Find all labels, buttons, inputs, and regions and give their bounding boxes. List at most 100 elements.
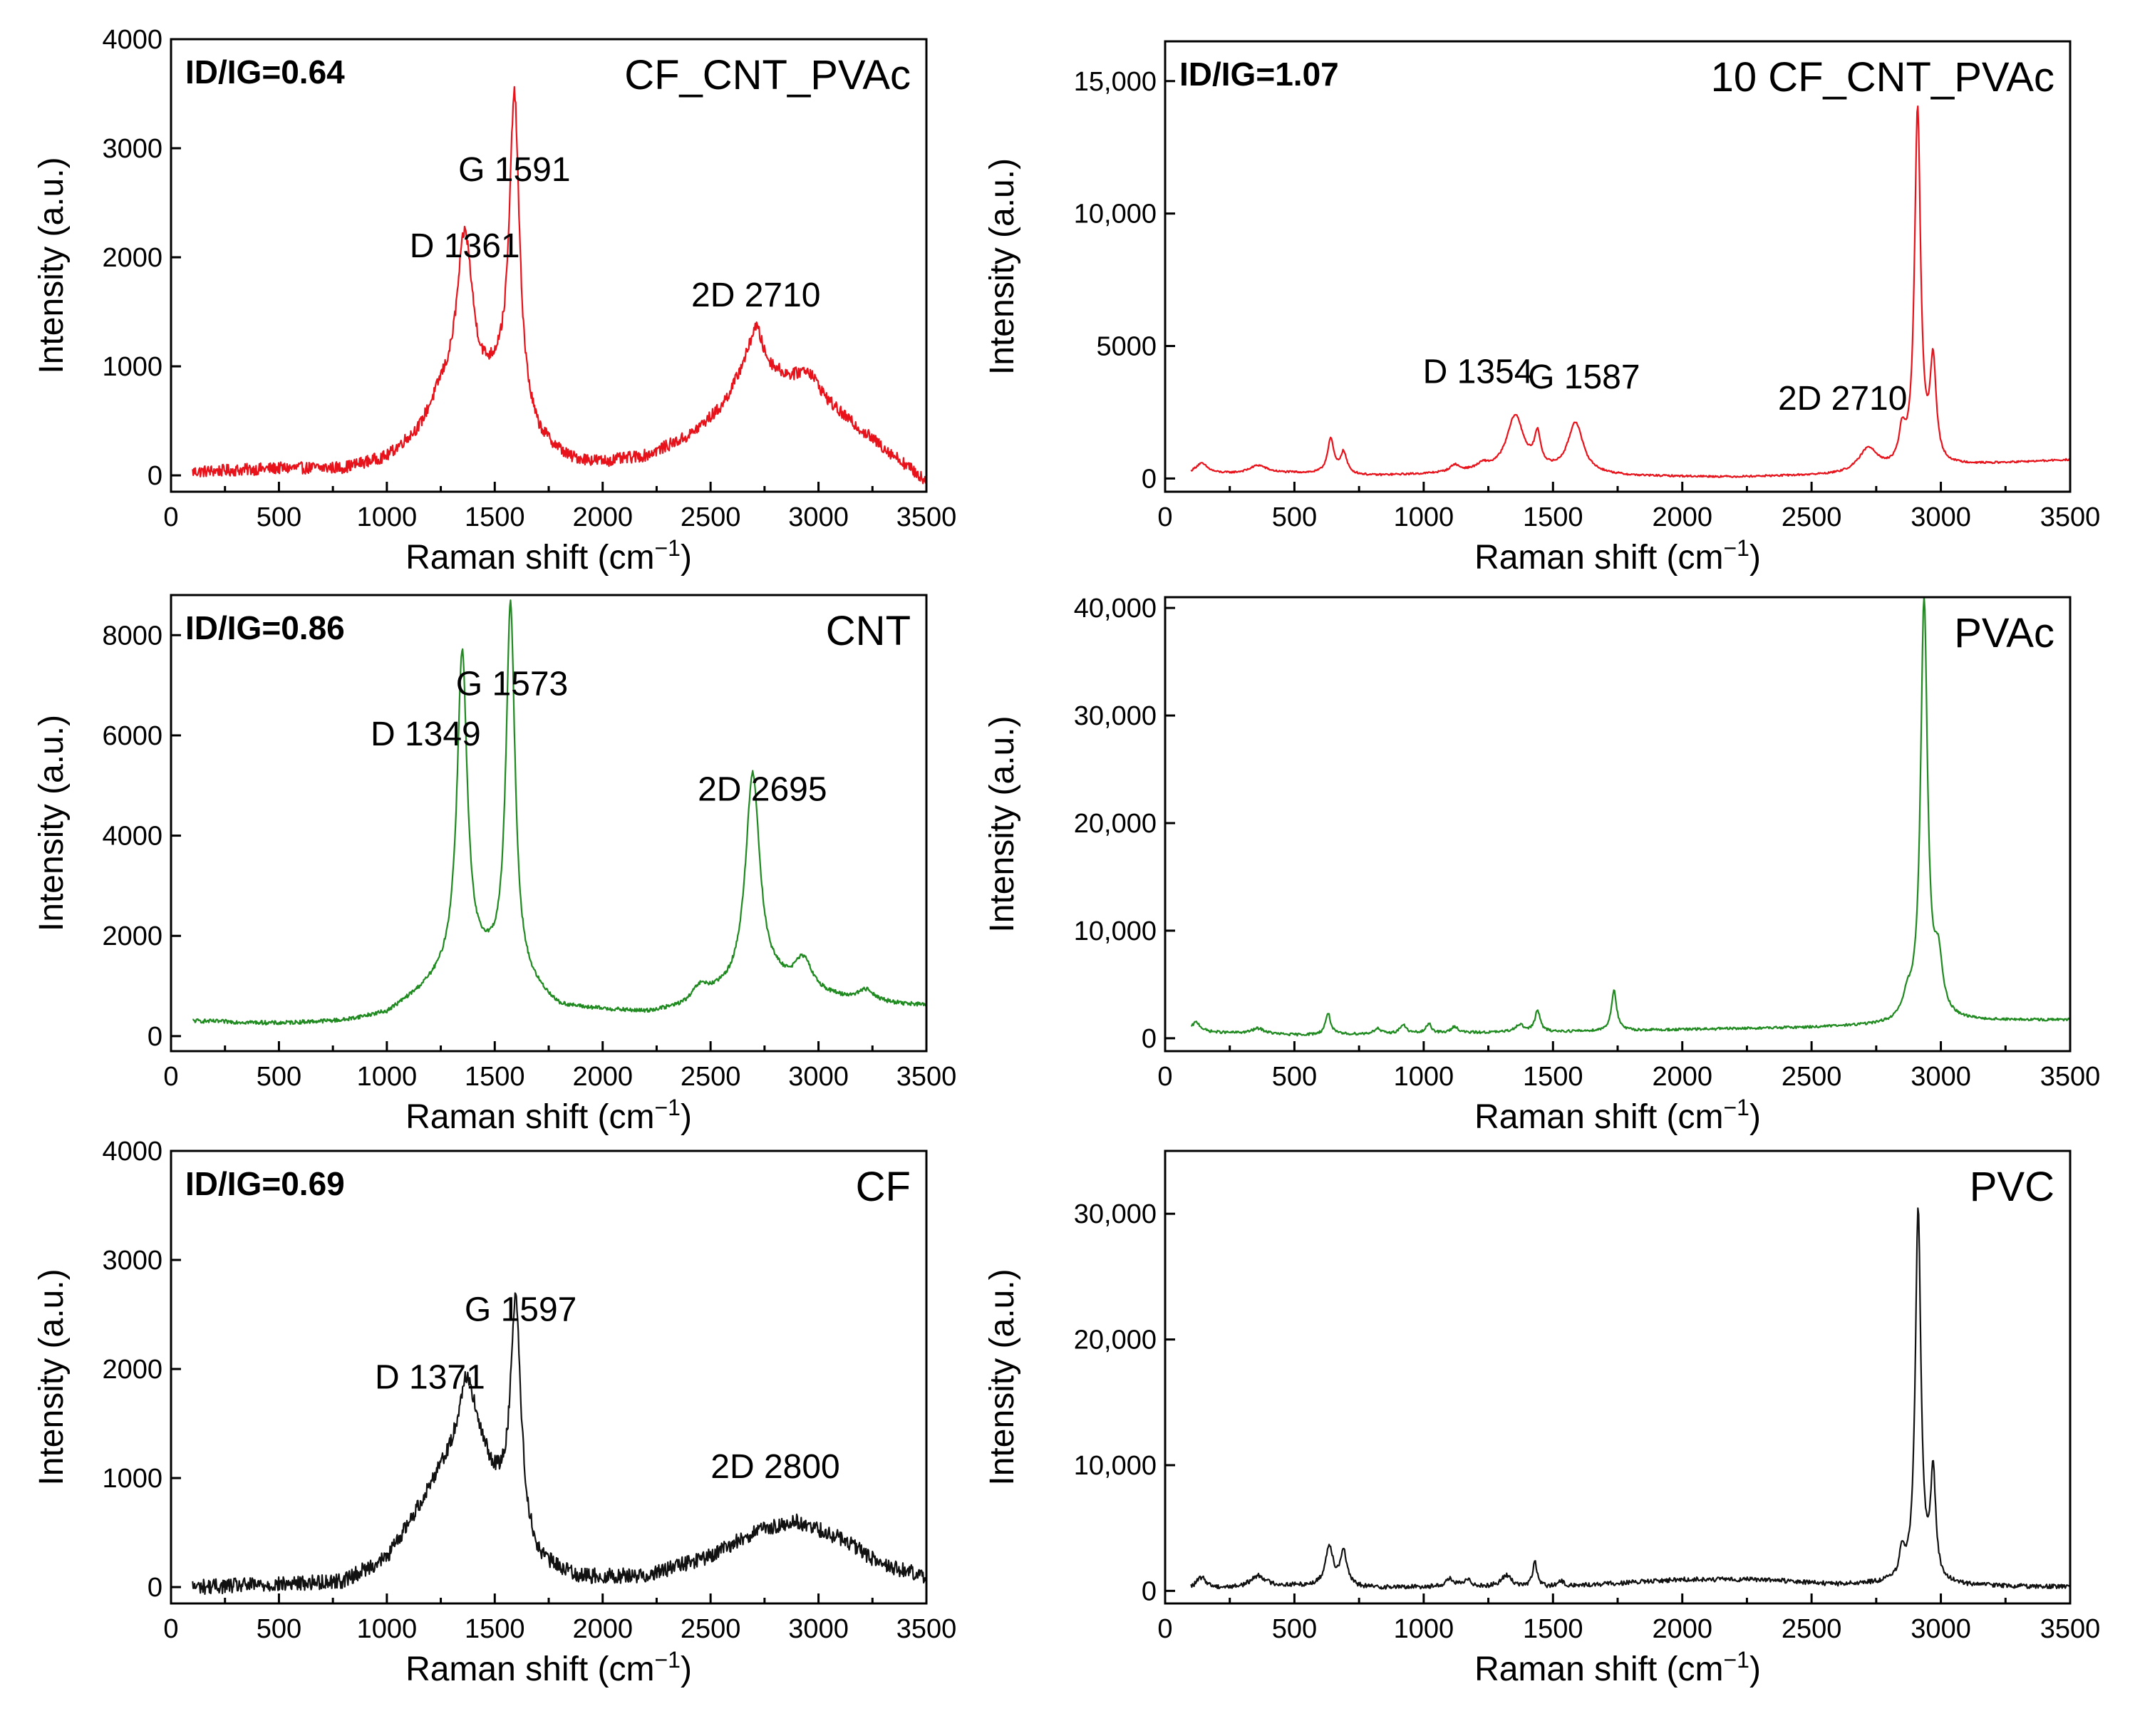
plot-frame <box>170 1149 928 1605</box>
y-tick-label: 1000 <box>102 352 162 382</box>
x-axis-title-main: Raman shift (cm <box>405 539 654 577</box>
y-axis-title: Intensity (a.u.) <box>33 1269 71 1485</box>
y-tick-label: 20,000 <box>1074 1326 1157 1355</box>
x-tick-label: 3000 <box>788 502 849 532</box>
x-tick-label: 2000 <box>572 1614 633 1644</box>
y-tick-label: 2000 <box>102 1355 162 1385</box>
x-tick-label: 2000 <box>1652 1062 1712 1092</box>
x-tick-label: 3000 <box>788 1062 849 1092</box>
y-tick-label: 0 <box>1142 1576 1157 1606</box>
x-tick-label: 1500 <box>465 1614 525 1644</box>
chart-panel-6: 0 500 1000 1500 2000 2500 3000 3500 0 10,000 20,00… <box>983 1149 2101 1688</box>
y-tick-label: 3000 <box>102 134 162 164</box>
x-tick-label: 2500 <box>681 1062 741 1092</box>
x-tick-label: 500 <box>1272 1614 1317 1644</box>
x-tick-label: 0 <box>1157 1062 1172 1092</box>
spectrum-line <box>1190 105 2071 478</box>
x-tick-label: 1500 <box>1523 1062 1583 1092</box>
x-tick-label: 1500 <box>1523 1614 1583 1644</box>
spectrum-line <box>192 599 927 1025</box>
y-tick-label: 15,000 <box>1074 67 1157 97</box>
peak-label: D 1371 <box>375 1359 485 1397</box>
panel-title: CNT <box>826 608 911 654</box>
y-tick-label: 4000 <box>102 1137 162 1167</box>
x-axis-title-superscript: −1 <box>654 1647 680 1673</box>
x-tick-label: 500 <box>257 1614 301 1644</box>
x-axis-title-main: Raman shift (cm <box>405 1098 654 1136</box>
spectrum-line <box>192 86 927 485</box>
x-axis-title-main: Raman shift (cm <box>1474 1098 1723 1136</box>
x-axis-title-superscript: −1 <box>1723 1095 1749 1120</box>
x-tick-label: 1000 <box>357 1062 418 1092</box>
x-axis-title: Raman shift (cm−1) <box>1474 535 1761 577</box>
x-tick-label: 500 <box>1272 1062 1317 1092</box>
x-axis-title-tail: ) <box>681 1650 692 1688</box>
x-tick-label: 500 <box>257 502 301 532</box>
y-tick-label: 1000 <box>102 1464 162 1494</box>
peak-label: D 1354 <box>1423 353 1534 391</box>
y-axis-title: Intensity (a.u.) <box>33 157 71 373</box>
x-axis-title-tail: ) <box>681 1098 692 1136</box>
y-tick-label: 10,000 <box>1074 916 1157 946</box>
spectrum-line <box>1191 596 2071 1037</box>
y-tick-label: 6000 <box>102 721 162 751</box>
x-tick-label: 1500 <box>465 502 525 532</box>
x-axis-title: Raman shift (cm−1) <box>405 1095 692 1136</box>
x-axis-title-superscript: −1 <box>1723 1647 1749 1673</box>
panel-title: CF <box>856 1164 911 1210</box>
x-tick-label: 2500 <box>681 502 741 532</box>
y-tick-label: 40,000 <box>1074 594 1157 624</box>
x-tick-label: 2500 <box>1782 502 1842 532</box>
panel-title: 10 CF_CNT_PVAc <box>1711 54 2054 100</box>
peak-label: 2D 2800 <box>710 1448 839 1486</box>
x-tick-label: 0 <box>1157 1614 1172 1644</box>
x-axis-title-tail: ) <box>1749 1098 1761 1136</box>
plot-frame <box>1164 1149 2072 1605</box>
x-tick-label: 2000 <box>1652 502 1712 532</box>
id-ig-ratio-label: ID/IG=0.86 <box>185 609 345 646</box>
x-tick-label: 1500 <box>1523 502 1583 532</box>
peak-label: G 1591 <box>458 151 570 189</box>
chart-panel-4: 0 500 1000 1500 2000 2500 3000 3500 0 10,000 20,00… <box>983 594 2100 1136</box>
y-axis-title: Intensity (a.u.) <box>983 158 1021 375</box>
y-axis-title: Intensity (a.u.) <box>983 1269 1021 1485</box>
x-tick-label: 1000 <box>1394 1614 1454 1644</box>
spectrum-line <box>192 1292 927 1595</box>
y-tick-label: 10,000 <box>1074 1451 1157 1481</box>
plot-frame <box>1164 40 2072 493</box>
x-axis-title-main: Raman shift (cm <box>405 1650 654 1688</box>
x-tick-label: 1500 <box>465 1062 525 1092</box>
panel-title: CF_CNT_PVAc <box>624 52 911 98</box>
y-tick-label: 5000 <box>1096 332 1157 362</box>
x-axis-title-superscript: −1 <box>1723 535 1749 561</box>
y-axis-title: Intensity (a.u.) <box>33 715 71 931</box>
y-axis-title: Intensity (a.u.) <box>983 715 1021 932</box>
y-tick-label: 0 <box>148 461 162 491</box>
x-tick-label: 3500 <box>896 1614 957 1644</box>
x-tick-label: 0 <box>1157 502 1172 532</box>
x-tick-label: 3000 <box>1911 1614 1971 1644</box>
x-tick-label: 3500 <box>2040 1614 2101 1644</box>
x-axis-title: Raman shift (cm−1) <box>405 1647 692 1688</box>
x-axis-title-tail: ) <box>1749 1650 1761 1688</box>
x-axis-title-superscript: −1 <box>654 1095 680 1120</box>
peak-label: G 1573 <box>456 666 568 703</box>
x-tick-label: 3000 <box>1911 502 1971 532</box>
x-axis-title-tail: ) <box>1749 539 1761 577</box>
y-tick-label: 3000 <box>102 1246 162 1276</box>
plot-frame <box>170 38 928 493</box>
plot-frame <box>1164 596 2072 1053</box>
x-axis-title: Raman shift (cm−1) <box>405 535 692 577</box>
x-tick-label: 3000 <box>788 1614 849 1644</box>
id-ig-ratio-label: ID/IG=0.64 <box>185 53 345 91</box>
chart-panel-2: 0 500 1000 1500 2000 2500 3000 3500 0 5000 10,000 1… <box>983 40 2100 577</box>
y-tick-label: 2000 <box>102 243 162 273</box>
y-tick-label: 30,000 <box>1074 1199 1157 1229</box>
x-axis-title: Raman shift (cm−1) <box>1474 1095 1761 1136</box>
x-tick-label: 0 <box>163 502 178 532</box>
peak-label: 2D 2710 <box>691 277 820 314</box>
x-tick-label: 3500 <box>896 1062 957 1092</box>
id-ig-ratio-label: ID/IG=1.07 <box>1179 56 1339 93</box>
y-tick-label: 4000 <box>102 822 162 852</box>
x-tick-label: 3500 <box>2040 1062 2101 1092</box>
